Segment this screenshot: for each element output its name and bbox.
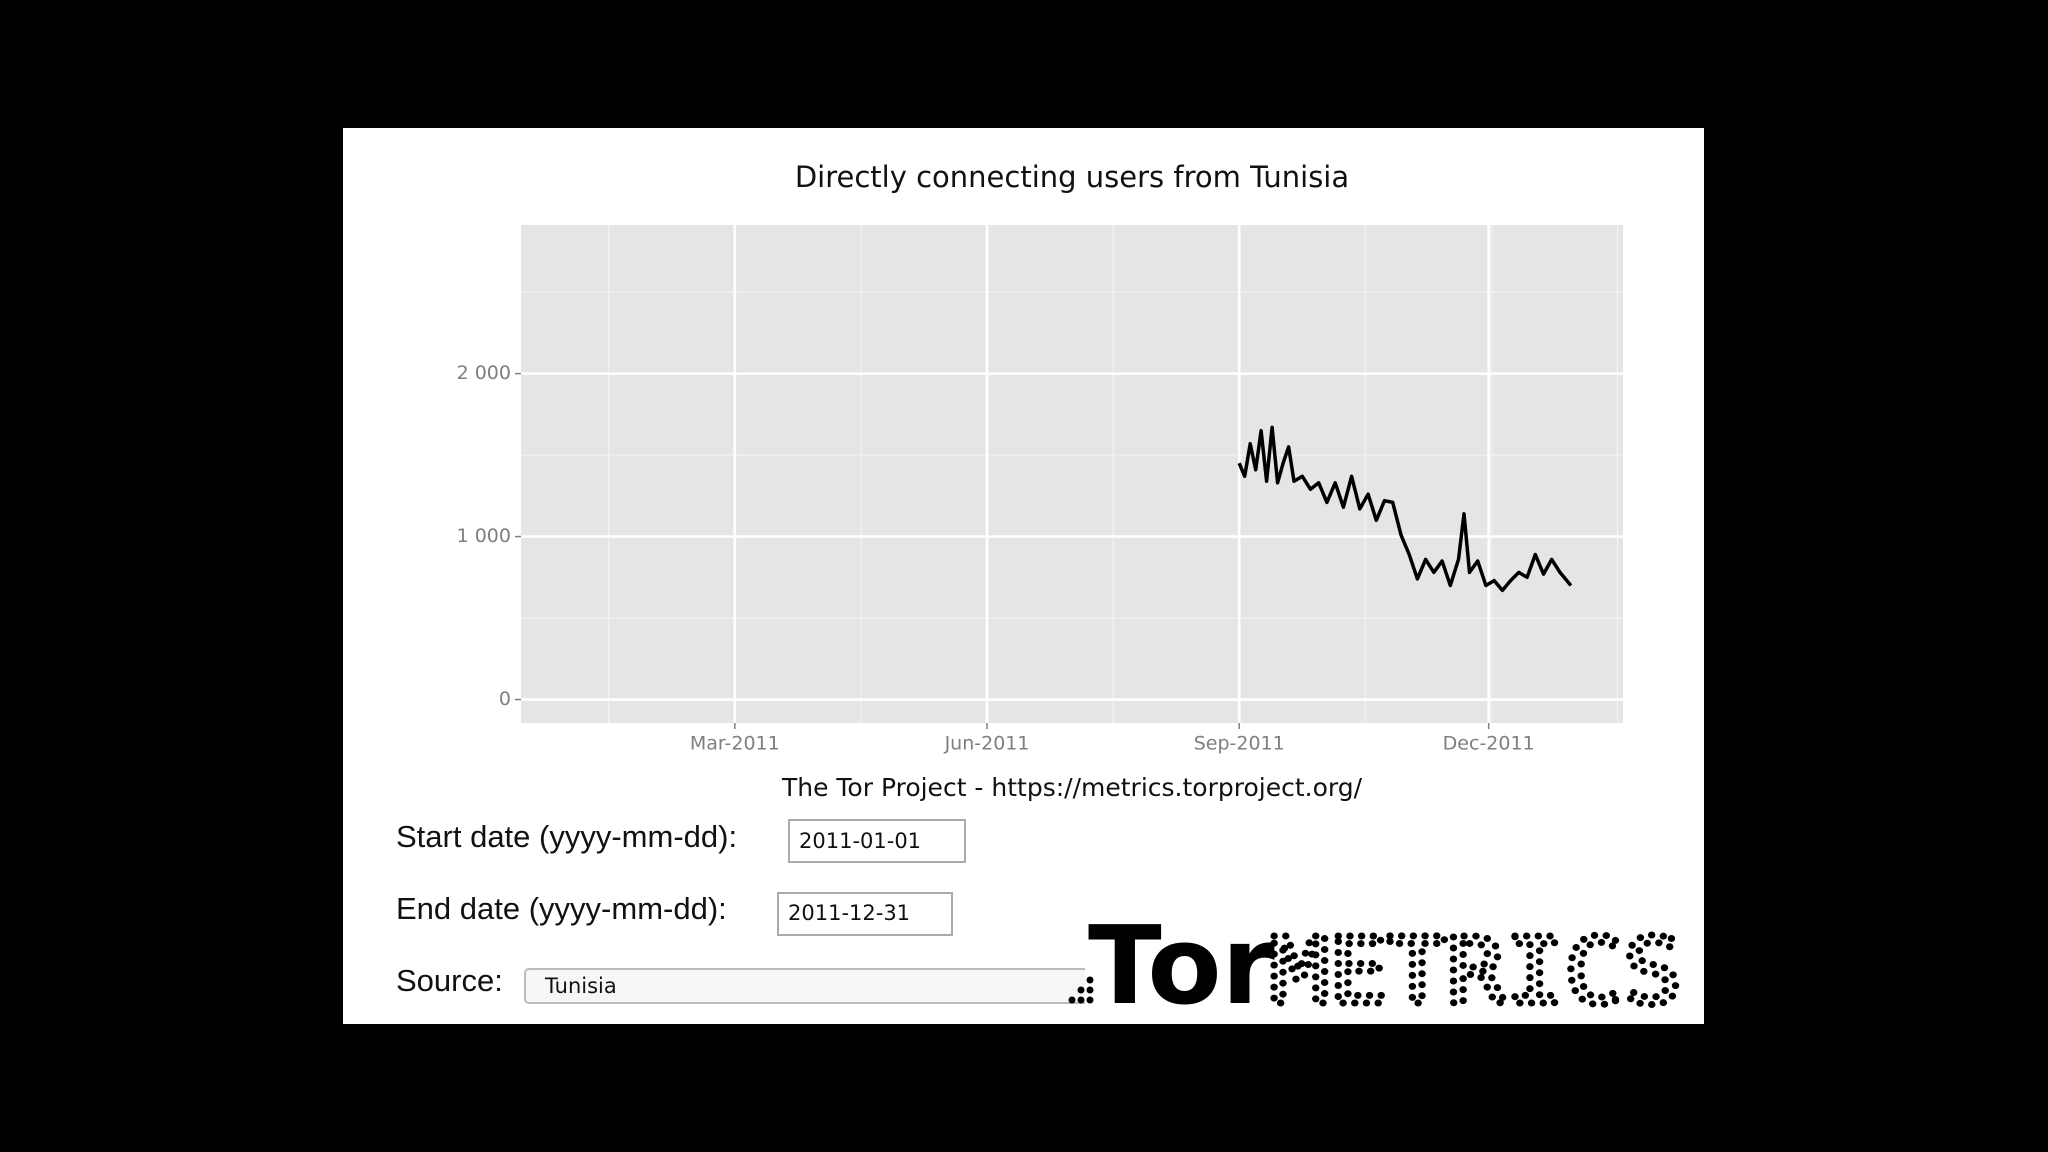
logo-tor: Tor (1088, 904, 1275, 1029)
y-tick-label: 2 000 (457, 362, 511, 384)
chart-title: Directly connecting users from Tunisia (795, 160, 1349, 194)
x-tick-label: Jun-2011 (944, 733, 1030, 755)
start-date-label: Start date (yyyy-mm-dd): (396, 819, 737, 854)
plot: 0 1 000 2 000 Mar-2011 Jun-2011 Sep-2011 Dec-2… (457, 225, 1623, 755)
plot-background (521, 225, 1623, 723)
logo-background (1085, 920, 1685, 1020)
x-tick-label: Dec-2011 (1443, 733, 1535, 755)
start-date-value: 2011-01-01 (799, 829, 921, 853)
chart-caption: The Tor Project - https://metrics.torpro… (781, 773, 1363, 802)
end-date-input[interactable] (777, 892, 953, 936)
source-label: Source: (396, 963, 503, 998)
end-date-value: 2011-12-31 (788, 901, 910, 925)
source-value: Tunisia (544, 974, 617, 998)
start-date-input[interactable] (788, 819, 966, 863)
logo-metrics: METRICS (1270, 918, 1682, 1025)
data-line (1237, 425, 1573, 593)
x-tick-label: Sep-2011 (1194, 733, 1285, 755)
y-tick-label: 1 000 (457, 525, 511, 547)
end-date-label: End date (yyyy-mm-dd): (396, 891, 727, 926)
logo-dots (1068, 976, 1094, 1004)
x-tick-label: Mar-2011 (690, 733, 780, 755)
y-tick-label: 0 (499, 688, 511, 710)
